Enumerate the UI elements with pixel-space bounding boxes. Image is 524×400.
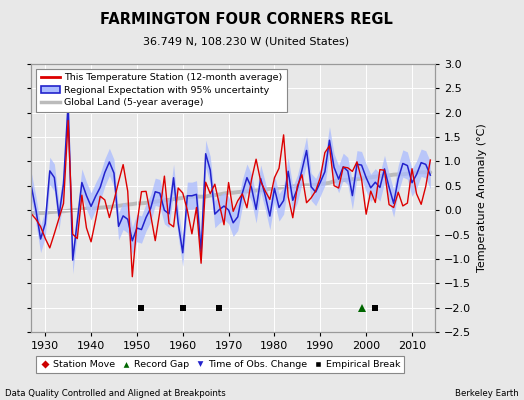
- Text: Berkeley Earth: Berkeley Earth: [455, 389, 519, 398]
- Text: FARMINGTON FOUR CORNERS REGL: FARMINGTON FOUR CORNERS REGL: [100, 12, 392, 27]
- Text: 36.749 N, 108.230 W (United States): 36.749 N, 108.230 W (United States): [143, 36, 350, 46]
- Y-axis label: Temperature Anomaly (°C): Temperature Anomaly (°C): [477, 124, 487, 272]
- Legend: Station Move, Record Gap, Time of Obs. Change, Empirical Break: Station Move, Record Gap, Time of Obs. C…: [36, 356, 405, 373]
- Text: Data Quality Controlled and Aligned at Breakpoints: Data Quality Controlled and Aligned at B…: [5, 389, 226, 398]
